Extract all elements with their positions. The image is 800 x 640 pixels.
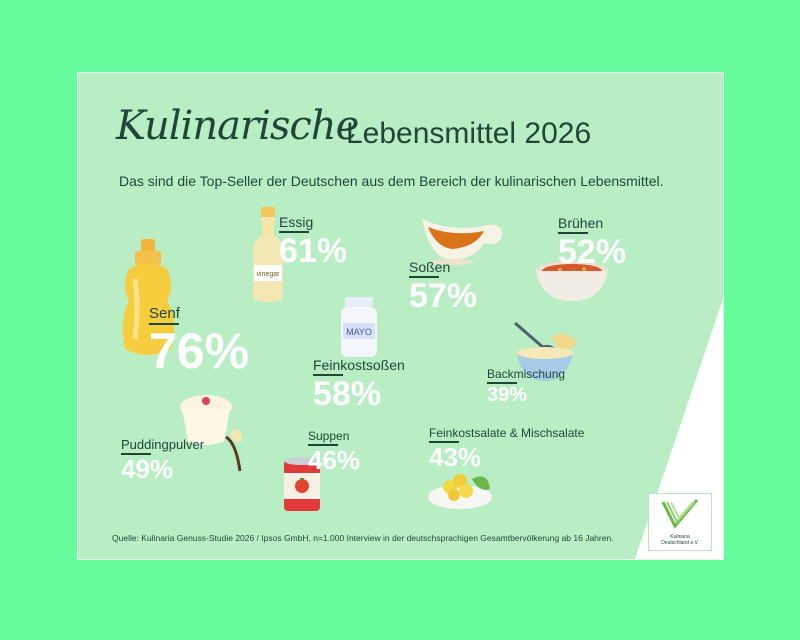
value-sossen: 57% <box>409 277 478 315</box>
divider <box>279 231 309 233</box>
item-feinkostsossen: Feinkostsoßen 58% <box>313 357 405 411</box>
label-backmischung: Backmischung <box>487 367 566 381</box>
baking-bowl-whisk-icon <box>514 321 577 381</box>
divider <box>429 441 459 443</box>
item-senf: Senf 76% <box>149 305 249 376</box>
checkmark-logo-icon <box>661 499 699 529</box>
value-puddingpulver: 49% <box>121 454 174 484</box>
pudding-vanilla-icon <box>180 395 242 472</box>
infographic-card: Kulinarische Lebensmittel 2026 Das sind … <box>77 72 724 560</box>
divider <box>121 453 151 455</box>
logo-text: Kulinaria Deutschland e.V. <box>649 534 711 546</box>
soup-can-icon <box>284 457 320 511</box>
item-essig: Essig 61% <box>279 214 347 268</box>
gravy-boat-icon <box>422 219 502 265</box>
title-script: Kulinarische <box>116 103 359 149</box>
mayo-jar-icon: MAYO <box>341 297 377 357</box>
value-feinkostsalate: 43% <box>429 442 482 472</box>
label-bruehen: Brühen <box>558 215 604 231</box>
divider <box>558 232 588 234</box>
value-essig: 61% <box>279 232 348 270</box>
divider <box>487 382 517 384</box>
mustard-bottle-icon <box>122 239 175 355</box>
label-essig: Essig <box>279 214 314 230</box>
label-sossen: Soßen <box>409 259 451 275</box>
item-suppen: Suppen 46% <box>308 429 360 473</box>
label-puddingpulver: Puddingpulver <box>121 437 205 452</box>
vinegar-bottle-icon: vinegar <box>253 207 283 302</box>
svg-text:vinegar: vinegar <box>257 271 281 278</box>
subtitle: Das sind die Top-Seller der Deutschen au… <box>119 173 664 189</box>
value-senf: 76% <box>149 323 250 379</box>
divider <box>149 323 179 325</box>
label-suppen: Suppen <box>308 429 350 443</box>
item-puddingpulver: Puddingpulver 49% <box>121 437 204 482</box>
label-feinkostsossen: Feinkostsoßen <box>313 357 405 373</box>
divider <box>308 444 338 446</box>
value-backmischung: 39% <box>487 384 528 406</box>
item-backmischung: Backmischung 39% <box>487 367 565 405</box>
salad-plate-icon <box>428 474 492 509</box>
divider <box>313 374 343 376</box>
divider <box>409 276 439 278</box>
item-feinkostsalate: Feinkostsalate & Mischsalate 43% <box>429 426 584 470</box>
label-feinkostsalate: Feinkostsalate & Mischsalate <box>429 426 585 440</box>
value-bruehen: 52% <box>558 233 627 271</box>
item-bruehen: Brühen 52% <box>558 215 626 269</box>
value-feinkostsossen: 58% <box>313 375 382 413</box>
broth-bowl-icon <box>536 261 608 301</box>
label-senf: Senf <box>149 305 180 322</box>
item-sossen: Soßen 57% <box>409 259 477 313</box>
title-main: Lebensmittel 2026 <box>346 117 592 150</box>
value-suppen: 46% <box>308 445 361 475</box>
source-note: Quelle: Kulinaria Genuss-Studie 2026 / I… <box>112 533 614 543</box>
logo-line2: Deutschland e.V. <box>661 539 699 546</box>
kulinaria-logo: Kulinaria Deutschland e.V. <box>648 493 712 551</box>
logo-line1: Kulinaria <box>670 534 690 540</box>
svg-text:MAYO: MAYO <box>346 327 372 337</box>
